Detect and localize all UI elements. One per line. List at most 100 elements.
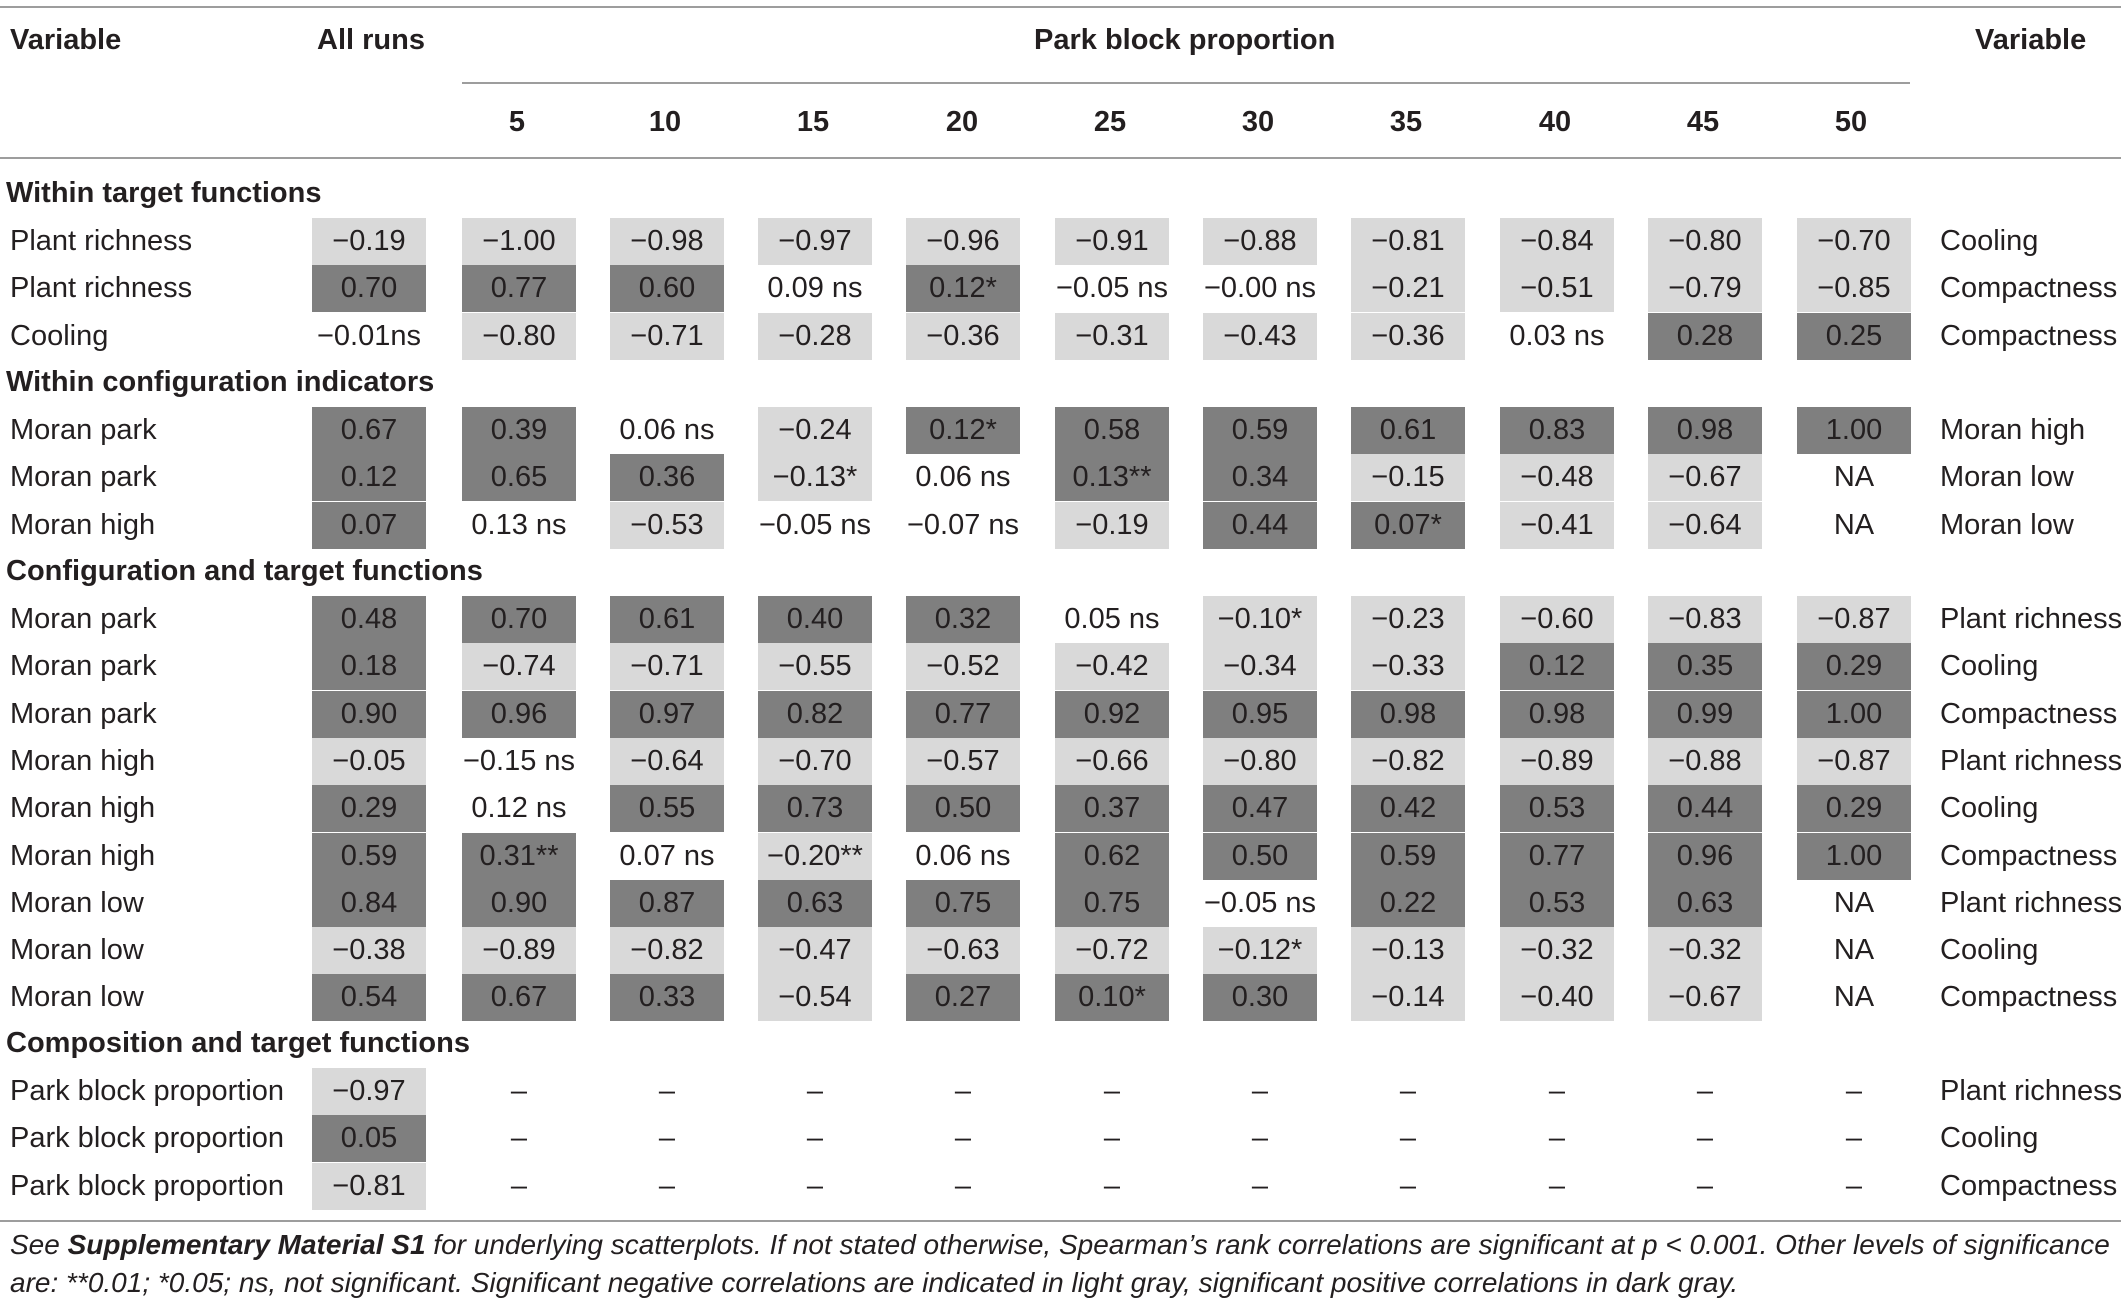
cell-proportion-45: −0.80 xyxy=(1648,218,1762,265)
cell-proportion-45: 0.35 xyxy=(1648,643,1762,690)
cell-proportion-40: −0.84 xyxy=(1500,218,1614,265)
cell-proportion-25: −0.19 xyxy=(1055,502,1169,549)
cell-proportion-25: −0.72 xyxy=(1055,927,1169,974)
footnote-supplementary-link[interactable]: Supplementary Material S1 xyxy=(67,1229,426,1260)
cell-all-runs: −0.05 xyxy=(312,738,426,785)
row-variable-right: Cooling xyxy=(1940,1122,2039,1154)
cell-all-runs: 0.90 xyxy=(312,691,426,738)
cell-proportion-45: 0.98 xyxy=(1648,407,1762,454)
cell-proportion-20: 0.12* xyxy=(906,265,1020,312)
cell-proportion-35: 0.42 xyxy=(1351,785,1465,832)
cell-proportion-10: – xyxy=(658,1170,676,1202)
cell-proportion-40: −0.51 xyxy=(1500,265,1614,312)
cell-proportion-5: 0.13 ns xyxy=(471,509,567,541)
table-row: Plant richness −0.19 −1.00 −0.98 −0.97 −0.96−… xyxy=(0,218,2121,265)
cell-proportion-35: 0.59 xyxy=(1351,833,1465,880)
cell-proportion-30: −0.10* xyxy=(1203,596,1317,643)
cell-proportion-30: 0.59 xyxy=(1203,407,1317,454)
cell-proportion-50: – xyxy=(1845,1170,1863,1202)
cell-all-runs: 0.59 xyxy=(312,833,426,880)
cell-proportion-45: −0.32 xyxy=(1648,927,1762,974)
cell-proportion-25: 0.62 xyxy=(1055,833,1169,880)
cell-proportion-50: 0.29 xyxy=(1797,643,1911,690)
header-variable-left: Variable xyxy=(10,24,122,56)
cell-proportion-15: – xyxy=(806,1075,824,1107)
row-variable-left: Moran park xyxy=(10,461,157,493)
cell-proportion-45: −0.64 xyxy=(1648,502,1762,549)
cell-proportion-30: −0.00 ns xyxy=(1203,272,1317,304)
section-title: Within target functions xyxy=(6,177,322,209)
cell-all-runs: 0.12 xyxy=(312,454,426,501)
row-variable-left: Moran low xyxy=(10,934,144,966)
cell-proportion-30: −0.05 ns xyxy=(1203,887,1317,919)
table-row: Moran high 0.07 0.13 ns −0.53 −0.05 ns −0.07 … xyxy=(0,502,2121,549)
cell-proportion-25: −0.42 xyxy=(1055,643,1169,690)
cell-proportion-50: 1.00 xyxy=(1797,407,1911,454)
cell-proportion-15: – xyxy=(806,1122,824,1154)
table-row: Moran park 0.48 0.70 0.61 0.40 0.32 0.05 ns −0.… xyxy=(0,596,2121,643)
cell-proportion-50: – xyxy=(1845,1122,1863,1154)
table-row: Plant richness 0.70 0.77 0.60 0.09 ns 0.12* −0… xyxy=(0,265,2121,312)
cell-proportion-15: 0.40 xyxy=(758,596,872,643)
column-header-45: 45 xyxy=(1686,106,1720,138)
cell-proportion-25: −0.05 ns xyxy=(1055,272,1169,304)
cell-proportion-35: −0.82 xyxy=(1351,738,1465,785)
column-header-15: 15 xyxy=(796,106,830,138)
cell-proportion-25: 0.37 xyxy=(1055,785,1169,832)
row-variable-left: Plant richness xyxy=(10,225,193,257)
cell-proportion-10: 0.33 xyxy=(610,974,724,1021)
cell-proportion-40: 0.03 ns xyxy=(1509,320,1605,352)
cell-all-runs: −0.97 xyxy=(312,1068,426,1115)
cell-proportion-35: 0.98 xyxy=(1351,691,1465,738)
cell-proportion-35: −0.21 xyxy=(1351,265,1465,312)
row-variable-left: Park block proportion xyxy=(10,1075,285,1107)
row-variable-left: Moran park xyxy=(10,650,157,682)
row-variable-left: Moran park xyxy=(10,414,157,446)
cell-proportion-10: −0.71 xyxy=(610,643,724,690)
table-row: Moran low −0.38 −0.89 −0.82 −0.47 −0.63 −0.72−… xyxy=(0,927,2121,974)
row-variable-left: Moran park xyxy=(10,603,157,635)
cell-proportion-15: −0.13* xyxy=(758,454,872,501)
cell-proportion-45: −0.83 xyxy=(1648,596,1762,643)
cell-proportion-20: 0.77 xyxy=(906,691,1020,738)
cell-proportion-45: −0.88 xyxy=(1648,738,1762,785)
row-variable-right: Compactness xyxy=(1940,698,2118,730)
row-variable-right: Plant richness xyxy=(1940,603,2121,635)
row-variable-right: Compactness xyxy=(1940,981,2118,1013)
top-rule xyxy=(0,6,2121,8)
cell-proportion-15: −0.54 xyxy=(758,974,872,1021)
cell-proportion-45: 0.96 xyxy=(1648,833,1762,880)
row-variable-left: Plant richness xyxy=(10,272,193,304)
cell-proportion-5: −0.15 ns xyxy=(462,745,576,777)
row-variable-left: Moran high xyxy=(10,840,156,872)
cell-proportion-15: 0.63 xyxy=(758,880,872,927)
cell-proportion-40: 0.53 xyxy=(1500,785,1614,832)
cell-proportion-50: −0.87 xyxy=(1797,738,1911,785)
cell-proportion-10: −0.53 xyxy=(610,502,724,549)
table-row: Moran high 0.59 0.31** 0.07 ns −0.20** 0.06 n… xyxy=(0,833,2121,880)
cell-proportion-50: NA xyxy=(1833,887,1875,919)
row-variable-left: Moran low xyxy=(10,981,144,1013)
cell-proportion-30: −0.80 xyxy=(1203,738,1317,785)
row-variable-right: Compactness xyxy=(1940,840,2118,872)
table-row: Moran park 0.67 0.39 0.06 ns −0.24 0.12* 0.58 0… xyxy=(0,407,2121,454)
cell-proportion-40: 0.83 xyxy=(1500,407,1614,454)
cell-proportion-40: −0.89 xyxy=(1500,738,1614,785)
cell-proportion-20: 0.27 xyxy=(906,974,1020,1021)
cell-proportion-40: −0.48 xyxy=(1500,454,1614,501)
cell-proportion-10: −0.64 xyxy=(610,738,724,785)
cell-proportion-40: −0.40 xyxy=(1500,974,1614,1021)
cell-proportion-50: −0.70 xyxy=(1797,218,1911,265)
cell-proportion-20: −0.96 xyxy=(906,218,1020,265)
cell-proportion-35: 0.22 xyxy=(1351,880,1465,927)
row-variable-left: Park block proportion xyxy=(10,1170,285,1202)
cell-proportion-5: 0.31** xyxy=(462,833,576,880)
section-title: Within configuration indicators xyxy=(6,366,435,398)
cell-proportion-35: −0.33 xyxy=(1351,643,1465,690)
cell-proportion-35: – xyxy=(1399,1122,1417,1154)
row-variable-left: Moran park xyxy=(10,698,157,730)
cell-proportion-15: −0.55 xyxy=(758,643,872,690)
cell-all-runs: 0.70 xyxy=(312,265,426,312)
cell-proportion-5: 0.67 xyxy=(462,974,576,1021)
group-rule xyxy=(462,82,1910,84)
